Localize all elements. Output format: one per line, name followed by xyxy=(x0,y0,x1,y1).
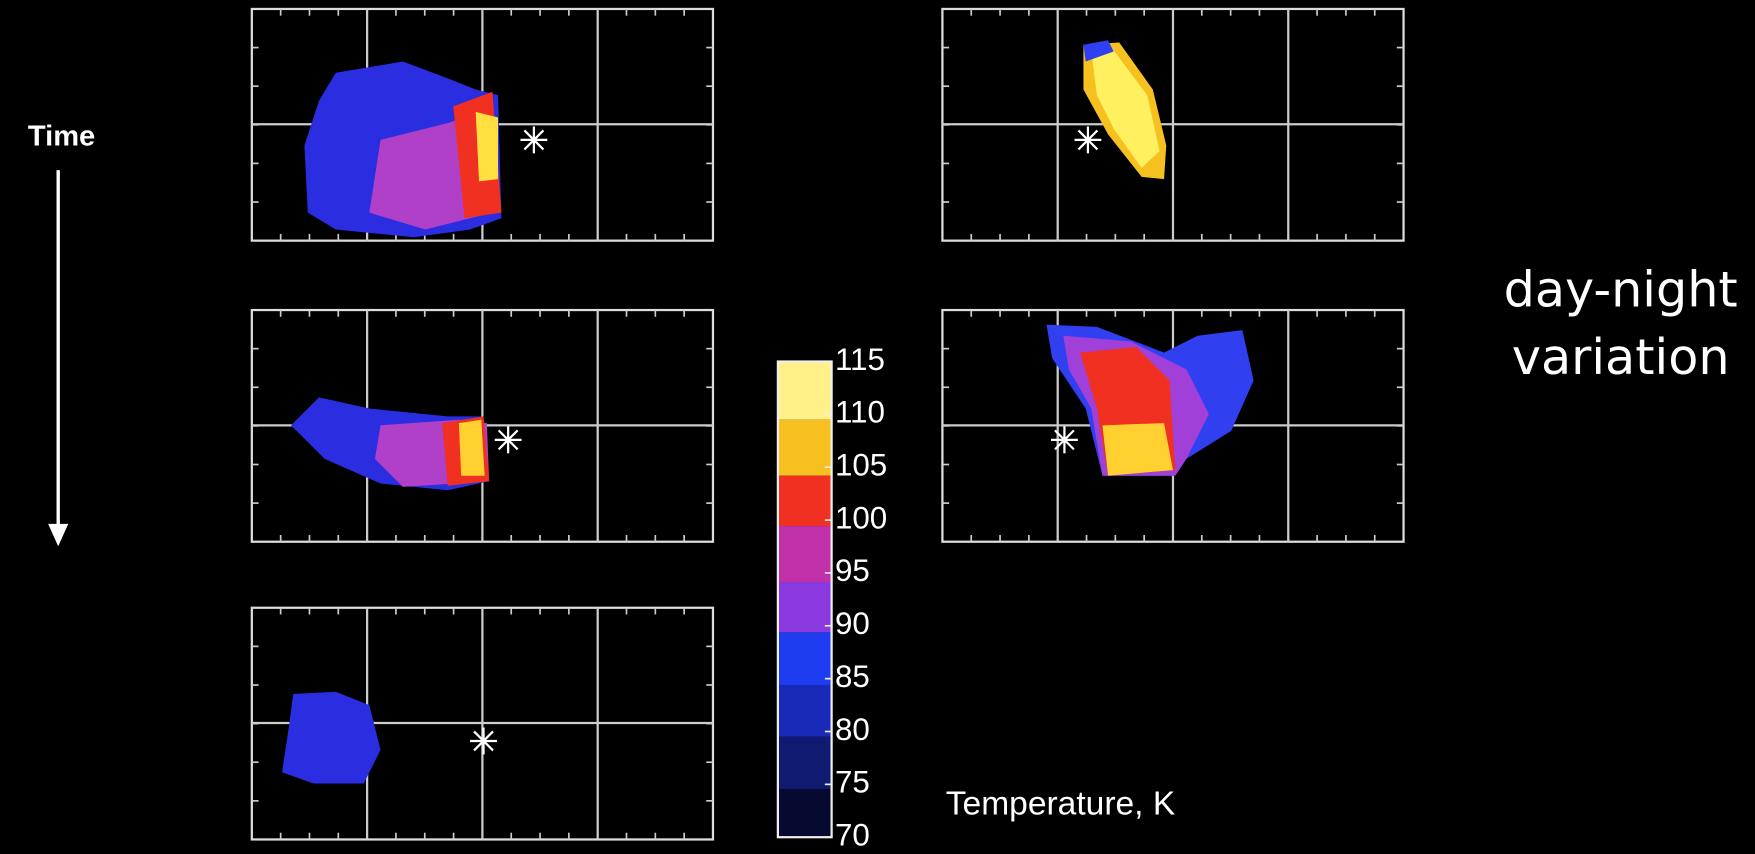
panel-3-map xyxy=(291,397,490,491)
colorbar-tick-label: 105 xyxy=(835,448,887,483)
panel-1-map xyxy=(304,61,502,238)
sun-marker-ray xyxy=(523,129,545,151)
sun-marker xyxy=(494,426,522,454)
sun-marker-ray xyxy=(1054,429,1075,451)
colorbar-title: Temperature, K xyxy=(946,786,1176,823)
panel-5-map xyxy=(282,691,381,784)
colorbar-tick-label: 70 xyxy=(835,817,870,852)
time-arrowhead xyxy=(48,523,69,547)
colorbar-tick-label: 95 xyxy=(835,553,870,588)
time-label: Time xyxy=(28,120,95,152)
sun-marker xyxy=(470,727,497,755)
colorbar-tick-label: 85 xyxy=(835,659,870,694)
colorbar-tick-label: 90 xyxy=(835,606,870,641)
colorbar xyxy=(776,360,833,839)
sun-marker-ray xyxy=(497,429,519,451)
colorbar-tick-label: 80 xyxy=(835,712,870,747)
colorbar-tick-label: 100 xyxy=(835,500,887,535)
sun-marker xyxy=(1074,126,1102,154)
colorbar-tick-label: 115 xyxy=(835,342,885,377)
side-label: variation xyxy=(1512,328,1730,386)
panel xyxy=(941,7,1405,242)
sun-marker-ray xyxy=(1077,129,1099,151)
side-label: day-night xyxy=(1504,261,1738,319)
sun-marker xyxy=(1050,426,1078,454)
sun-marker-ray xyxy=(473,730,494,752)
sun-marker xyxy=(520,126,548,154)
panel-4-map xyxy=(1046,324,1254,476)
panel-2-map xyxy=(1083,40,1167,180)
colorbar-tick-label: 110 xyxy=(835,395,885,430)
colorbar-tick-label: 75 xyxy=(835,765,870,800)
